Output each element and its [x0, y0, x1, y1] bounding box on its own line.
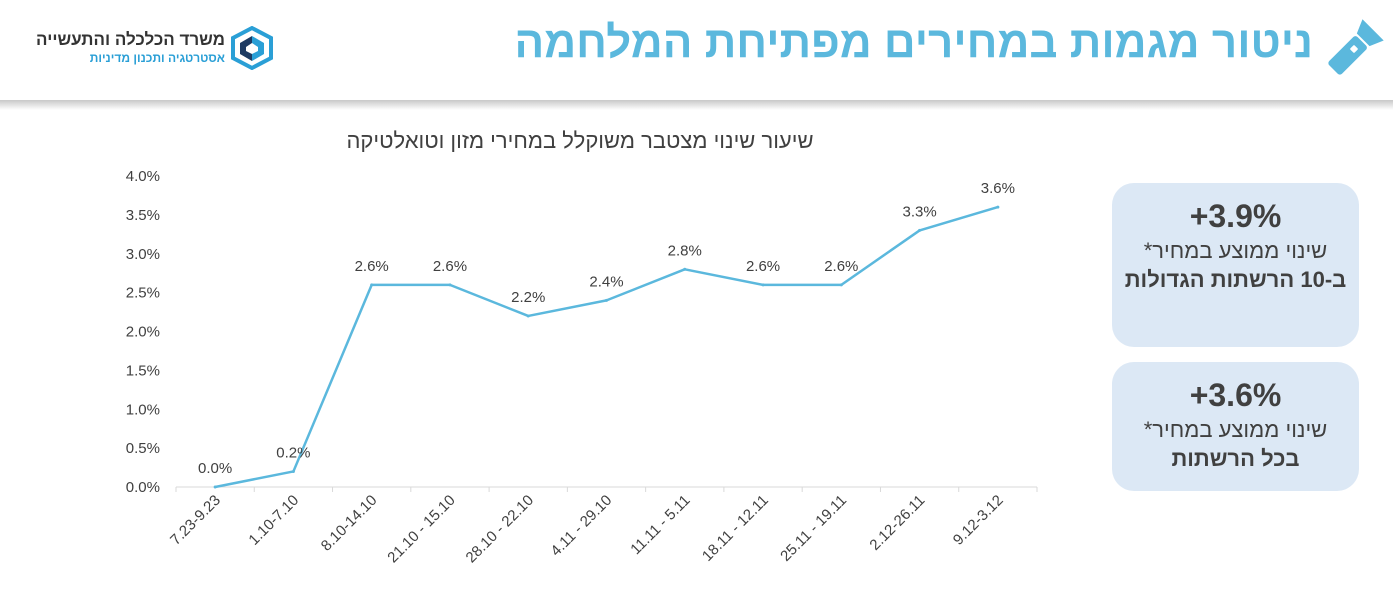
x-tick-label: 9.12-3.12	[950, 492, 1007, 549]
summary-card-top10: +3.9% שינוי ממוצע במחיר* ב-10 הרשתות הגד…	[1112, 183, 1359, 347]
data-label: 3.6%	[981, 180, 1015, 197]
chart-title: שיעור שינוי מצטבר משוקלל במחירי מזון וטו…	[346, 128, 814, 153]
card-value: +3.9%	[1189, 198, 1282, 234]
data-point	[996, 205, 1000, 209]
header-shadow	[0, 100, 1393, 110]
summary-card-all-chains: +3.6% שינוי ממוצע במחיר* בכל הרשתות	[1112, 362, 1359, 491]
y-tick-label: 1.0%	[126, 401, 160, 418]
line-chart: 0.0% 0.5% 1.0% 1.5% 2.0% 2.5% 3.0% 3.5% 4.0% 7.23…	[126, 168, 1038, 567]
card-value: +3.6%	[1189, 377, 1282, 413]
data-label: 2.6%	[746, 258, 780, 275]
data-point	[448, 283, 452, 287]
y-tick-label: 2.0%	[126, 324, 160, 341]
x-tick-label: 4.11 - 29.10	[547, 492, 615, 560]
x-tick-label: 28.10 - 22.10	[463, 492, 538, 567]
data-label: 0.0%	[198, 460, 232, 477]
y-tick-label: 0.0%	[126, 479, 160, 496]
data-point	[683, 267, 687, 271]
data-point	[526, 314, 530, 318]
data-point	[605, 298, 608, 302]
ministry-logo: משרד הכלכלה והתעשייה אסטרטגיה ותכנון מדי…	[36, 26, 273, 72]
card-emphasis: ב-10 הרשתות הגדולות	[1124, 267, 1347, 292]
data-label: 3.3%	[902, 203, 936, 220]
data-label: 2.4%	[589, 273, 623, 290]
x-tick-label: 7.23-9.23	[167, 492, 224, 549]
data-label: 2.2%	[511, 289, 545, 306]
y-tick-label: 3.5%	[126, 207, 160, 224]
card-emphasis: בכל הרשתות	[1171, 446, 1300, 471]
logo-department-name: אסטרטגיה ותכנון מדיניות	[89, 51, 225, 65]
data-label: 0.2%	[276, 444, 310, 461]
y-tick-label: 3.0%	[126, 246, 160, 263]
data-label: 2.6%	[355, 258, 389, 275]
data-label: 2.8%	[668, 242, 702, 259]
data-label: 2.6%	[824, 258, 858, 275]
data-point	[761, 283, 765, 287]
logo-text: משרד הכלכלה והתעשייה אסטרטגיה ותכנון מדי…	[36, 30, 225, 66]
ministry-emblem-icon	[231, 26, 273, 70]
x-tick-label: 21.10 - 15.10	[384, 492, 459, 567]
card-description: שינוי ממוצע במחיר*	[1143, 238, 1328, 263]
data-point	[918, 228, 922, 232]
data-point	[370, 283, 374, 287]
y-tick-label: 0.5%	[126, 440, 160, 457]
x-tick-label: 8.10-14.10	[318, 492, 381, 555]
x-tick-label: 18.11 - 12.11	[699, 492, 772, 565]
flashlight-icon	[1328, 19, 1384, 75]
series-line	[214, 205, 999, 489]
card-description: שינוי ממוצע במחיר*	[1143, 417, 1328, 442]
data-point	[839, 283, 843, 287]
data-label: 2.6%	[433, 258, 467, 275]
page-title: ניטור מגמות במחירים מפתיחת המלחמה	[514, 18, 1313, 67]
header-bar: משרד הכלכלה והתעשייה אסטרטגיה ותכנון מדי…	[0, 0, 1393, 100]
x-tick-label: 11.11 - 5.11	[627, 492, 693, 558]
data-point	[291, 469, 295, 473]
y-tick-label: 4.0%	[126, 168, 160, 185]
y-tick-label: 2.5%	[126, 285, 160, 302]
x-tick-label: 2.12-26.11	[866, 492, 928, 554]
x-tick-label: 1.10-7.10	[245, 492, 302, 549]
data-point	[213, 485, 217, 489]
logo-ministry-name: משרד הכלכלה והתעשייה	[36, 30, 225, 49]
x-tick-label: 25.11 - 19.11	[777, 492, 850, 565]
y-tick-label: 1.5%	[126, 362, 160, 379]
